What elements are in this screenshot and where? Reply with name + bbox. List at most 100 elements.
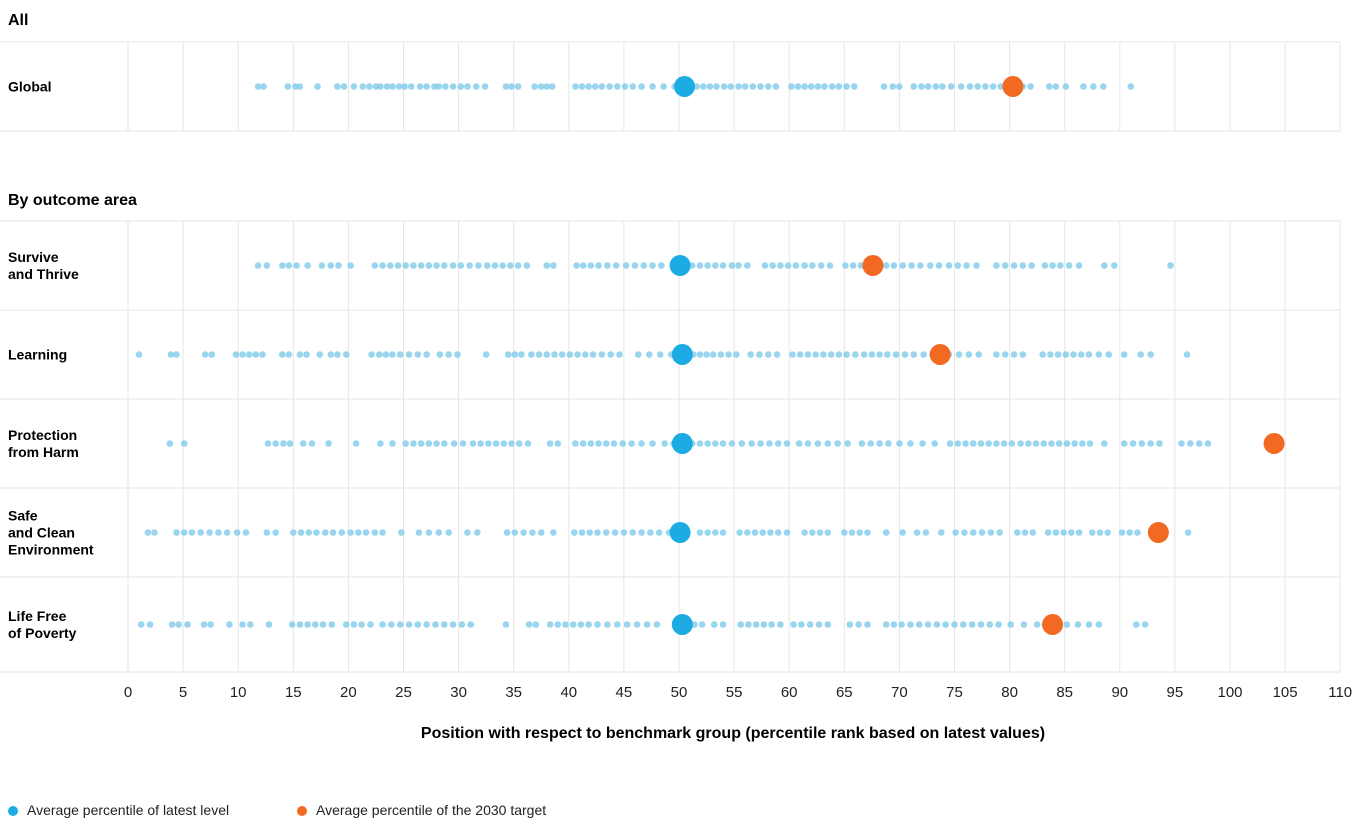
indicator-point: [389, 83, 396, 90]
average-target-point: [1263, 433, 1285, 454]
indicator-point: [849, 262, 857, 269]
indicator-point: [706, 83, 714, 90]
indicator-point: [896, 440, 903, 447]
indicator-point: [784, 262, 792, 269]
indicator-point: [628, 440, 635, 447]
indicator-point: [1040, 440, 1048, 447]
section-title: By outcome area: [8, 192, 137, 209]
indicator-point: [817, 262, 825, 269]
indicator-point: [604, 262, 611, 269]
indicator-point: [960, 621, 967, 628]
indicator-point: [926, 262, 934, 269]
indicator-point: [932, 83, 940, 90]
row-label-line: from Harm: [8, 444, 79, 460]
indicator-point: [543, 351, 551, 358]
indicator-point: [796, 351, 804, 358]
indicator-point: [503, 529, 511, 536]
indicator-point: [286, 440, 294, 447]
indicator-point: [425, 262, 433, 269]
indicator-point: [777, 621, 784, 628]
indicator-point: [1007, 621, 1015, 628]
indicator-point: [454, 351, 461, 358]
x-tick-label: 65: [836, 684, 853, 701]
indicator-point: [973, 262, 980, 269]
indicator-point: [342, 351, 350, 358]
indicator-point: [1178, 440, 1185, 447]
indicator-point: [968, 621, 976, 628]
row-label-line: Protection: [8, 427, 77, 443]
x-tick-label: 45: [616, 684, 633, 701]
indicator-point: [440, 440, 448, 447]
indicator-point: [379, 529, 386, 536]
indicator-point: [445, 529, 452, 536]
indicator-point: [812, 351, 819, 358]
x-tick-label: 105: [1273, 684, 1298, 701]
indicator-point: [1101, 262, 1108, 269]
indicator-point: [502, 83, 510, 90]
indicator-point: [704, 440, 711, 447]
indicator-point: [1052, 529, 1060, 536]
indicator-point: [550, 529, 557, 536]
row-label-survive-and-thrive: Survive and Thrive: [8, 249, 79, 282]
indicator-point: [546, 621, 554, 628]
x-tick-label: 70: [891, 684, 908, 701]
indicator-point: [816, 529, 824, 536]
indicator-point: [436, 351, 444, 358]
indicator-point: [415, 529, 423, 536]
indicator-point: [858, 440, 866, 447]
indicator-point: [809, 529, 816, 536]
indicator-point: [414, 621, 422, 628]
indicator-point: [278, 262, 286, 269]
indicator-point: [910, 83, 918, 90]
indicator-point: [622, 262, 630, 269]
indicator-point: [882, 621, 890, 628]
indicator-point: [969, 440, 977, 447]
indicator-point: [996, 529, 1003, 536]
indicator-point: [1074, 621, 1082, 628]
indicator-point: [371, 529, 379, 536]
indicator-point: [1099, 83, 1107, 90]
indicator-point: [297, 529, 305, 536]
indicator-point: [924, 621, 932, 628]
indicator-point: [736, 529, 743, 536]
indicator-point: [1052, 83, 1060, 90]
indicator-point: [397, 529, 405, 536]
x-tick-label: 75: [946, 684, 963, 701]
row-label-line: Survive: [8, 249, 59, 265]
indicator-point: [759, 529, 767, 536]
row-label-safe-and-clean-environment: Safe and Clean Environment: [8, 508, 94, 558]
indicator-point: [442, 83, 449, 90]
indicator-point: [824, 621, 832, 628]
indicator-point: [1055, 440, 1063, 447]
indicator-point: [880, 83, 888, 90]
average-target-point: [862, 255, 884, 276]
indicator-point: [1129, 440, 1137, 447]
indicator-point: [285, 351, 293, 358]
indicator-point: [1133, 621, 1140, 628]
indicator-point: [795, 440, 803, 447]
indicator-point: [883, 351, 891, 358]
legend-swatch: [297, 806, 307, 816]
indicator-point: [396, 621, 404, 628]
indicator-point: [612, 262, 620, 269]
indicator-point: [197, 529, 205, 536]
indicator-point: [502, 621, 510, 628]
row-label-line: Safe: [8, 508, 38, 524]
indicator-point: [1104, 529, 1111, 536]
indicator-point: [661, 440, 668, 447]
indicator-point: [896, 83, 903, 90]
indicator-point: [890, 262, 898, 269]
indicator-point: [656, 351, 664, 358]
indicator-point: [514, 262, 522, 269]
indicator-point: [566, 351, 574, 358]
indicator-point: [783, 529, 791, 536]
indicator-point: [709, 351, 717, 358]
indicator-point: [712, 440, 719, 447]
average-latest-point: [674, 76, 696, 97]
indicator-point: [265, 621, 273, 628]
indicator-point: [313, 529, 320, 536]
indicator-point: [239, 351, 246, 358]
indicator-point: [910, 351, 918, 358]
indicator-point: [232, 351, 240, 358]
indicator-point: [882, 529, 890, 536]
